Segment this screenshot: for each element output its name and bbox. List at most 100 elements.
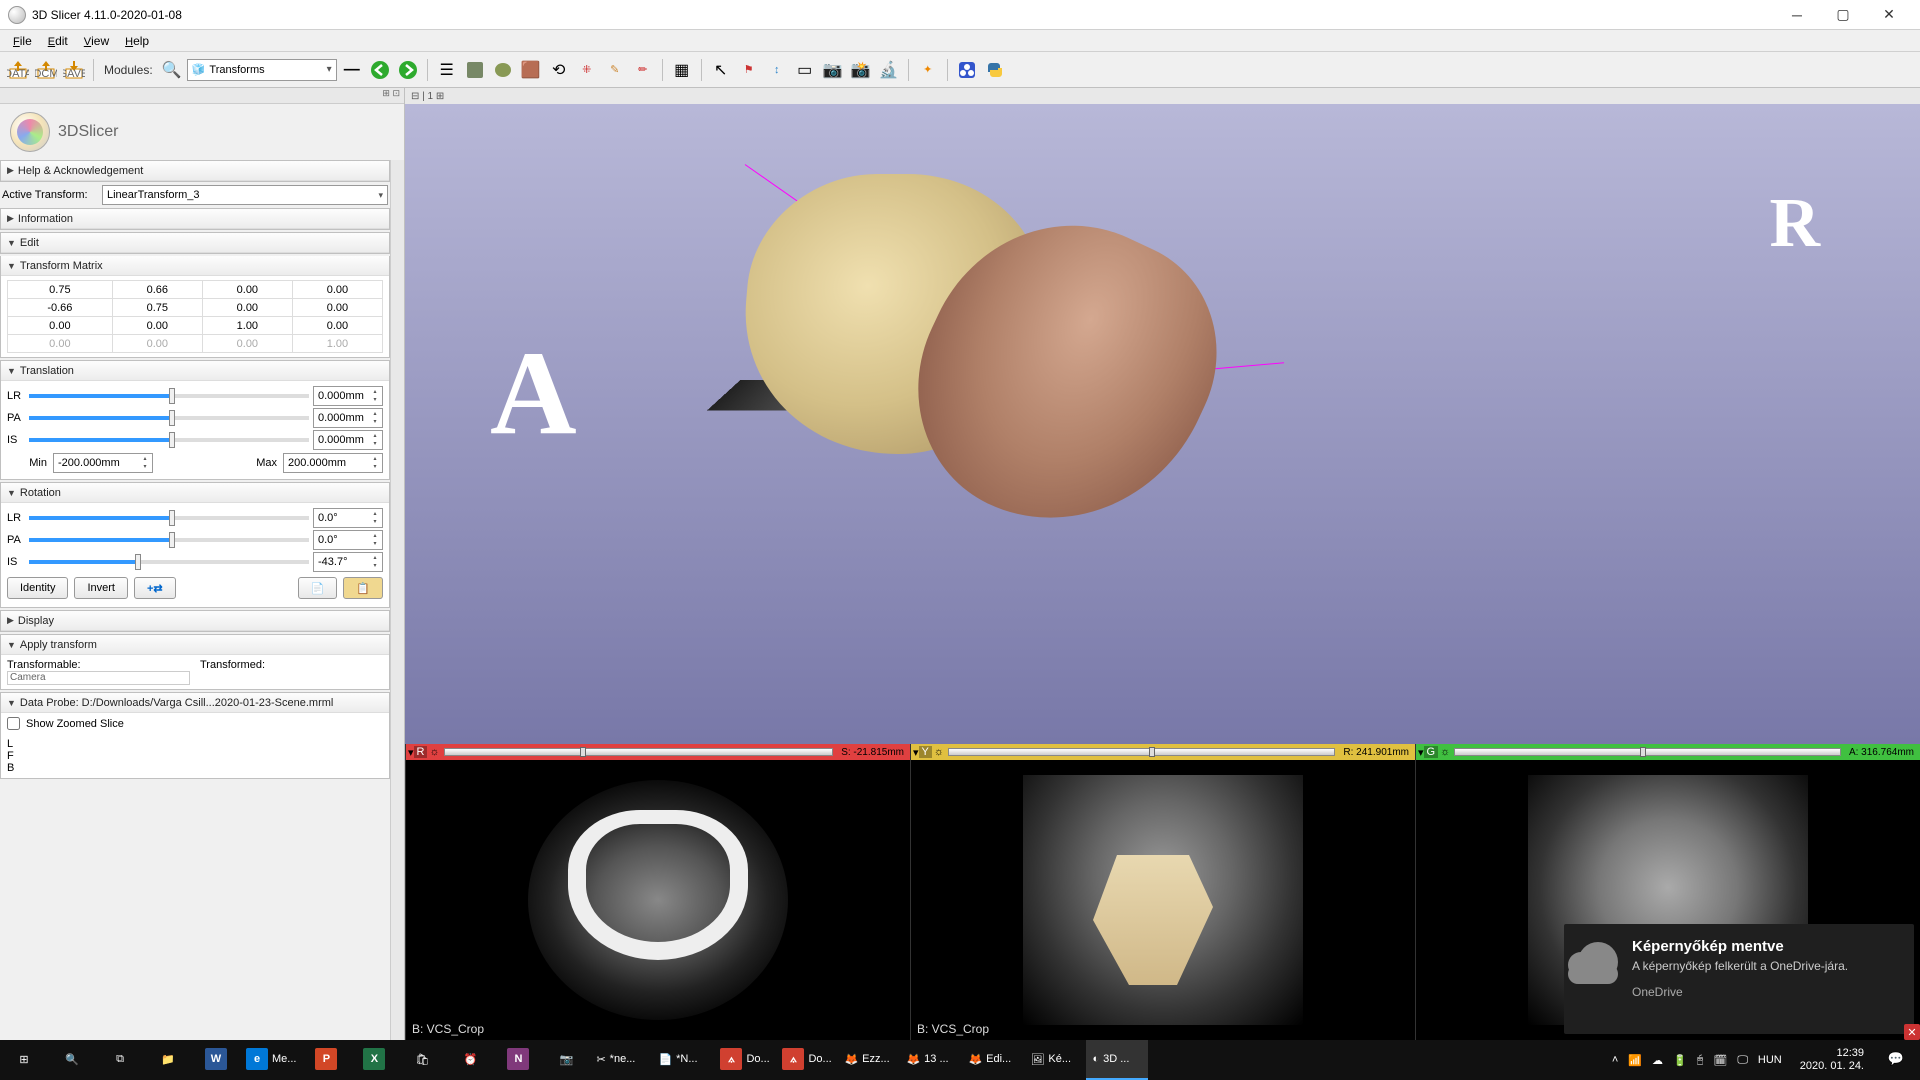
ruler-icon[interactable]: ↕ [764,57,790,83]
yellow-slice-slider[interactable] [948,748,1335,756]
copy-button[interactable]: 📄 [298,577,338,599]
rotation-is-slider[interactable] [29,553,309,571]
taskbar-red1[interactable]: ⟑Do... [714,1040,776,1080]
screenshot-icon[interactable]: 📷 [820,57,846,83]
toast-close-icon[interactable]: ✕ [1904,1024,1920,1040]
display-section[interactable]: ▶Display [0,610,390,632]
notification-toast[interactable]: Képernyőkép mentve A képernyőkép felkerü… [1564,924,1914,1034]
cloud-icon[interactable]: ☁ [1652,1054,1663,1067]
green-slice-header[interactable]: ▾ G ☼ A: 316.764mm [1416,744,1920,760]
segment-icon[interactable]: ✎ [602,57,628,83]
roi-icon[interactable]: ▭ [792,57,818,83]
taskbar-ppt[interactable]: P [302,1040,350,1080]
taskbar-taskview[interactable]: ⧉ [96,1040,144,1080]
rotation-is-value[interactable]: -43.7°▴▾ [313,552,383,572]
invert-button[interactable]: Invert [74,577,128,599]
load-data-button[interactable]: DATA [5,57,31,83]
markups-icon[interactable]: ⁜ [574,57,600,83]
taskbar-search[interactable]: 🔍 [48,1040,96,1080]
menu-edit[interactable]: Edit [40,32,76,50]
information-section[interactable]: ▶Information [0,208,390,230]
help-section[interactable]: ▶Help & Acknowledgement [0,160,390,182]
transforms-module-icon[interactable]: ⟲ [546,57,572,83]
yellow-slice-view[interactable]: ▾ Y ☼ R: 241.901mm B: VCS_Crop [910,744,1415,1040]
transform-matrix-table[interactable]: 0.750.660.000.00 -0.660.750.000.00 0.000… [7,280,383,353]
eye-icon[interactable]: ☼ [429,746,439,758]
nav-back-button[interactable] [367,57,393,83]
red-slice-slider[interactable] [444,748,834,756]
editor-icon[interactable]: ✏ [630,57,656,83]
data-module-icon[interactable] [462,57,488,83]
rotation-pa-slider[interactable] [29,531,309,549]
green-slice-slider[interactable] [1454,748,1841,756]
menu-help[interactable]: Help [117,32,157,50]
translation-lr-value[interactable]: 0.000mm▴▾ [313,386,383,406]
panel-controls[interactable]: ⊞ ⊡ [0,88,404,104]
close-button[interactable]: ✕ [1866,0,1912,30]
eye-icon[interactable]: ☼ [934,746,944,758]
volume-icon[interactable] [490,57,516,83]
fiducial-icon[interactable]: ⚑ [736,57,762,83]
onedrive-tray-icon[interactable]: 🖰 [1697,1054,1704,1067]
taskbar-ff1[interactable]: 🦊Ezz... [838,1040,900,1080]
minimize-button[interactable]: ─ [1774,0,1820,30]
capture-icon[interactable]: 📸 [848,57,874,83]
yellow-slice-header[interactable]: ▾ Y ☼ R: 241.901mm [911,744,1415,760]
nav-forward-button[interactable] [395,57,421,83]
layout-icon[interactable]: ☰ [434,57,460,83]
translation-min-input[interactable]: -200.000mm▴▾ [53,453,153,473]
load-dicom-button[interactable]: DCM [33,57,59,83]
taskbar-excel[interactable]: X [350,1040,398,1080]
menu-view[interactable]: View [76,32,117,50]
language-indicator[interactable]: HUN [1758,1054,1782,1066]
translation-is-slider[interactable] [29,431,309,449]
python-icon[interactable] [982,57,1008,83]
tray-expand-icon[interactable]: ˄ [1612,1054,1618,1066]
3d-viewport[interactable]: A R [405,104,1920,744]
taskbar-red2[interactable]: ⟑Do... [776,1040,838,1080]
volume-select-icon[interactable]: 🔬 [876,57,902,83]
sidebar-scrollbar[interactable] [390,160,404,1040]
rotation-lr-value[interactable]: 0.0°▴▾ [313,508,383,528]
module-selector[interactable]: 🧊 Transforms [187,59,337,81]
taskbar-onenote[interactable]: N [494,1040,542,1080]
save-button[interactable]: SAVE [61,57,87,83]
notifications-button[interactable]: 💬 [1872,1040,1920,1080]
taskbar-slicer[interactable]: ◐3D ... [1086,1040,1148,1080]
extension-manager-icon[interactable] [954,57,980,83]
translation-is-value[interactable]: 0.000mm▴▾ [313,430,383,450]
battery-icon[interactable]: 🔋 [1673,1054,1687,1067]
red-slice-view[interactable]: ▾ R ☼ S: -21.815mm B: VCS_Crop [405,744,910,1040]
taskbar-start[interactable]: ⊞ [0,1040,48,1080]
translation-max-input[interactable]: 200.000mm▴▾ [283,453,383,473]
red-slice-header[interactable]: ▾ R ☼ S: -21.815mm [406,744,910,760]
taskbar-snip[interactable]: ✂*ne... [590,1040,652,1080]
show-zoomed-checkbox[interactable]: Show Zoomed Slice [7,717,383,730]
taskbar-ff3[interactable]: 🦊Edi... [962,1040,1024,1080]
translation-lr-slider[interactable] [29,387,309,405]
display-icon[interactable]: 🖵 [1737,1054,1748,1067]
rotation-lr-slider[interactable] [29,509,309,527]
calendar-icon[interactable]: 🗓 [1713,1054,1727,1067]
models-icon[interactable]: 🟫 [518,57,544,83]
taskbar-img[interactable]: 🖼Ké... [1024,1040,1086,1080]
taskbar-explorer[interactable]: 📁 [144,1040,192,1080]
taskbar-ff2[interactable]: 🦊13 ... [900,1040,962,1080]
taskbar-camera[interactable]: 📷 [542,1040,590,1080]
taskbar-store[interactable]: 🛍 [398,1040,446,1080]
view-controls[interactable]: ⊟ | 1 ⊞ [405,88,1920,104]
taskbar-edge[interactable]: eMe... [240,1040,302,1080]
rotation-pa-value[interactable]: 0.0°▴▾ [313,530,383,550]
menu-file[interactable]: File [5,32,40,50]
layout-selector-icon[interactable]: ▦ [669,57,695,83]
taskbar-alarm[interactable]: ⏰ [446,1040,494,1080]
translation-pa-slider[interactable] [29,409,309,427]
taskbar-notepad[interactable]: 📄*N... [652,1040,714,1080]
glue-button[interactable]: +⇄ [134,577,176,599]
module-dropdown-button[interactable]: — [339,57,365,83]
cursor-icon[interactable]: ↖ [708,57,734,83]
identity-button[interactable]: Identity [7,577,68,599]
paste-button[interactable]: 📋 [343,577,383,599]
taskbar-word[interactable]: W [192,1040,240,1080]
taskbar-clock[interactable]: 12:39 2020. 01. 24. [1792,1047,1872,1073]
